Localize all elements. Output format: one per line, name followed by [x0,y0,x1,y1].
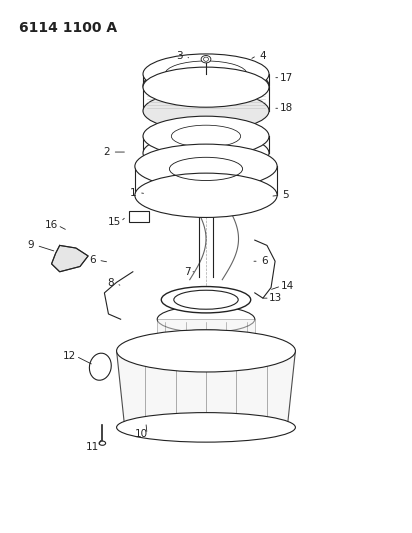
Ellipse shape [143,66,269,106]
Text: 15: 15 [108,217,121,227]
Text: 6114 1100 A: 6114 1100 A [19,21,117,35]
Text: 6: 6 [262,256,268,266]
Ellipse shape [157,306,255,333]
Text: 7: 7 [185,267,191,277]
Ellipse shape [135,144,277,189]
Text: 8: 8 [107,278,114,288]
Ellipse shape [135,173,277,217]
Ellipse shape [143,67,269,107]
Text: 9: 9 [27,240,34,251]
Text: 13: 13 [269,293,283,303]
Text: 18: 18 [280,103,293,114]
Text: 12: 12 [63,351,77,361]
Ellipse shape [99,441,105,445]
Polygon shape [52,245,88,272]
Text: 5: 5 [282,190,288,200]
Text: 14: 14 [281,281,294,291]
Ellipse shape [161,287,251,313]
FancyBboxPatch shape [143,74,269,86]
Polygon shape [117,351,295,427]
Ellipse shape [143,133,269,173]
Ellipse shape [117,413,295,442]
Text: 4: 4 [260,51,266,61]
Text: 2: 2 [103,147,110,157]
Text: 10: 10 [134,429,147,439]
Bar [129,211,149,222]
Text: 11: 11 [86,442,99,452]
Ellipse shape [143,91,269,131]
Text: 6: 6 [89,255,96,265]
Text: 16: 16 [45,220,58,230]
Text: 17: 17 [280,72,293,83]
Ellipse shape [117,330,295,372]
Ellipse shape [143,116,269,156]
Ellipse shape [89,353,111,380]
Text: 3: 3 [176,51,183,61]
Ellipse shape [143,54,269,94]
Text: 1: 1 [129,188,136,198]
Ellipse shape [201,55,211,63]
Ellipse shape [162,330,250,351]
